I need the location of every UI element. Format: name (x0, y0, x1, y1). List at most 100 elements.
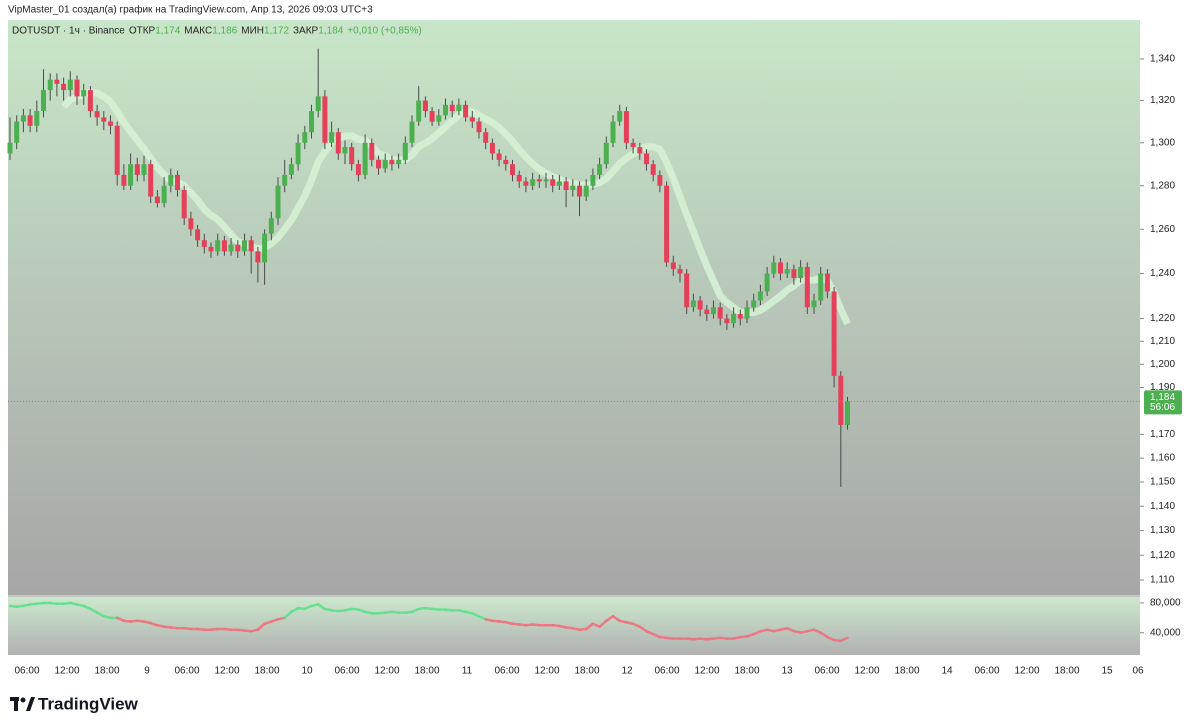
candle-body (34, 111, 40, 126)
candle-body (771, 262, 777, 274)
candle-body (288, 164, 294, 175)
candle-body (503, 159, 509, 165)
legend-symbol: DOTUSDT · 1ч · Binance (12, 26, 125, 37)
candle-body (402, 142, 408, 160)
candle-body (181, 190, 187, 219)
candle-body (744, 307, 750, 319)
y-tick-label: 1,170 (1150, 429, 1175, 440)
x-tick-label: 18:00 (1054, 666, 1079, 677)
legend-value: 1,174 (155, 26, 180, 37)
indicator-segment (316, 603, 327, 611)
candle-body (315, 96, 321, 112)
candle-body (757, 291, 763, 301)
candle-body (195, 229, 201, 241)
candle-body (335, 132, 341, 154)
x-tick-label: 9 (144, 666, 150, 677)
candle-body (838, 375, 844, 425)
x-tick-label: 06:00 (334, 666, 359, 677)
candle-body (108, 121, 113, 126)
x-tick-label: 18:00 (574, 666, 599, 677)
x-tick-label: 12:00 (694, 666, 719, 677)
candle-body (41, 90, 46, 112)
candle-body (449, 104, 455, 112)
candle-body (416, 100, 422, 122)
x-tick-label: 12:00 (374, 666, 399, 677)
candle-body (355, 164, 361, 175)
candle-body (791, 269, 797, 279)
candle-body (717, 307, 723, 319)
candle-body (215, 240, 221, 252)
x-tick-label: 18:00 (734, 666, 759, 677)
candle-body (677, 269, 683, 274)
candle-body (811, 300, 817, 308)
candle-body (376, 159, 381, 169)
indicator-segment (839, 636, 849, 643)
candle-body (148, 164, 154, 197)
candle-body (603, 142, 609, 165)
candle-body (577, 185, 582, 197)
x-tick-label: 18:00 (894, 666, 919, 677)
candle-body (235, 244, 241, 252)
indicator-segment (605, 615, 615, 623)
moving-average (61, 88, 851, 326)
candle-body (389, 159, 395, 165)
candle-body (516, 174, 522, 182)
candle-body (597, 164, 603, 175)
y-tick-label: 1,130 (1150, 525, 1175, 536)
candle-body (778, 262, 783, 274)
legend-label: ОТКР (129, 26, 156, 37)
candle-body (302, 132, 308, 143)
y-tick-label: 1,240 (1150, 268, 1175, 279)
x-tick-label: 06 (1132, 666, 1144, 677)
candle-body (268, 218, 274, 234)
candle-body (396, 159, 402, 165)
candle-body (87, 90, 93, 112)
candle-body (329, 132, 335, 143)
candle-body (228, 244, 234, 252)
candle-body (510, 164, 515, 175)
candle-body (121, 174, 127, 186)
y-tick-label: 1,160 (1150, 453, 1175, 464)
candle-body (469, 117, 475, 122)
candle-body (382, 159, 388, 169)
candle-body (463, 104, 469, 118)
legend-value: 1,186 (212, 26, 237, 37)
candle-body (704, 309, 710, 315)
candle-body (550, 179, 556, 186)
candle-body (295, 142, 301, 165)
attribution: VipMaster_01 создал(а) график на Trading… (8, 4, 373, 16)
y-tick-label: 1,320 (1150, 95, 1175, 106)
candle-body (583, 185, 589, 197)
indicator-segment (819, 631, 829, 639)
candle-body (590, 174, 596, 186)
candle-body (262, 233, 268, 263)
logo-text: TradingView (38, 694, 139, 713)
candle-body (27, 115, 33, 126)
x-tick-label: 12:00 (214, 666, 239, 677)
x-tick-label: 14 (941, 666, 953, 677)
y-tick-label: 1,200 (1150, 359, 1175, 370)
candle-body (724, 318, 730, 324)
candle-body (818, 273, 824, 301)
legend: DOTUSDT · 1ч · Binance ОТКР 1,174 МАКС 1,186… (12, 26, 422, 37)
x-tick-label: 12:00 (854, 666, 879, 677)
candle-body (342, 147, 348, 154)
legend-label: ЗАКР (293, 26, 319, 37)
x-tick-label: 06:00 (174, 666, 199, 677)
x-tick-label: 06:00 (814, 666, 839, 677)
candle-body (429, 111, 435, 122)
candle-body (610, 121, 616, 143)
candle-body (664, 185, 670, 263)
candle-body (650, 164, 656, 175)
y-tick-label: 1,190 (1150, 382, 1175, 393)
candle-body (208, 246, 214, 252)
candle-body (114, 125, 120, 175)
candle-body (657, 174, 663, 186)
x-tick-label: 12 (621, 666, 633, 677)
candle-body (496, 153, 502, 160)
candle-body (349, 147, 355, 165)
x-tick-label: 12:00 (534, 666, 559, 677)
price-pane (8, 20, 1140, 595)
candle-body (154, 196, 160, 204)
indicator-pane (8, 597, 1140, 655)
